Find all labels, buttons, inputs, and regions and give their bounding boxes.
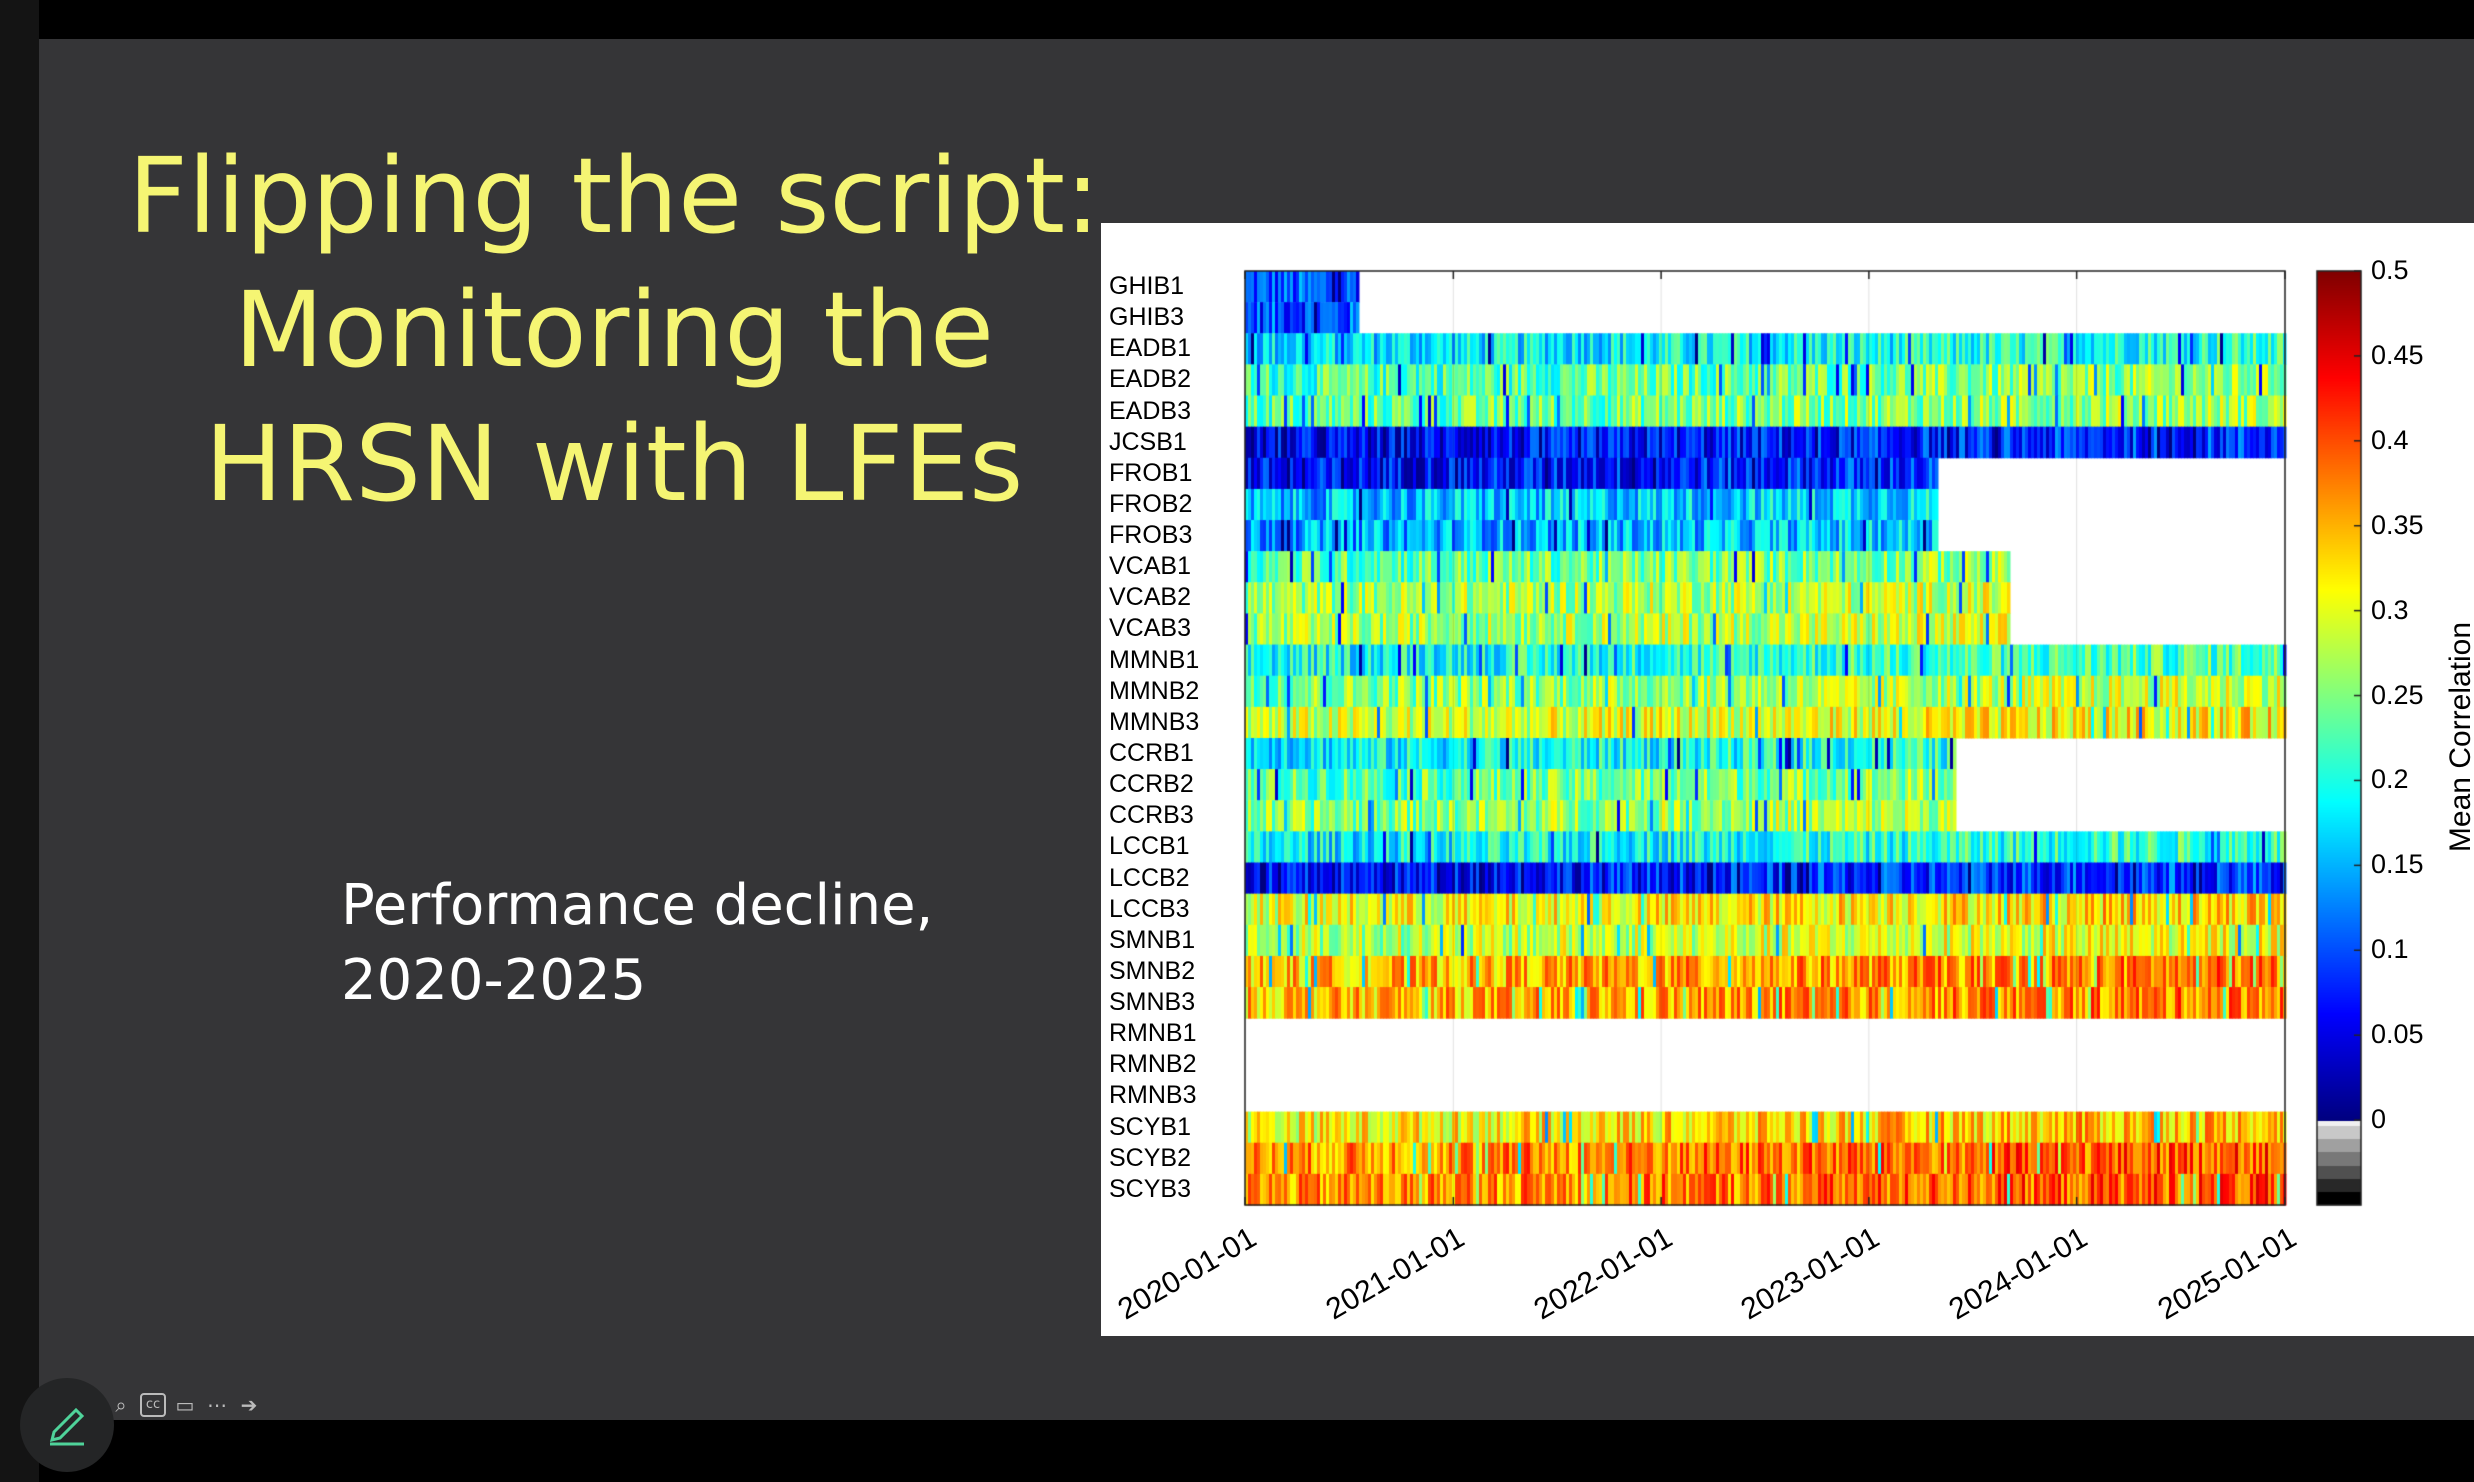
station-label: EADB3 [1109, 396, 1191, 425]
slide-title-line-2: Monitoring the [234, 269, 994, 391]
colorbar-tick: 0.45 [2371, 339, 2424, 370]
heatmap-canvas [1101, 223, 2474, 1336]
colorbar-tick: 0.5 [2371, 255, 2409, 285]
colorbar-tick: 0.1 [2371, 934, 2409, 965]
station-label: SCYB2 [1109, 1143, 1191, 1172]
station-label: EADB1 [1109, 334, 1191, 363]
station-label: GHIB3 [1109, 303, 1185, 332]
station-label: SCYB1 [1109, 1112, 1191, 1141]
station-label: SCYB3 [1109, 1174, 1191, 1203]
colorbar-label: Mean Correlation [2444, 621, 2474, 853]
station-label: SMNB1 [1109, 925, 1196, 954]
station-label: SMNB2 [1109, 956, 1196, 985]
station-label: VCAB1 [1109, 552, 1191, 581]
station-label: LCCB2 [1109, 863, 1190, 892]
station-label: CCRB3 [1109, 801, 1194, 830]
colorbar-tick: 0.3 [2371, 594, 2409, 625]
next-icon[interactable]: ➔ [240, 1393, 258, 1417]
station-label: FROB3 [1109, 521, 1193, 550]
presentation-toolbar: ⌕ cc ▭ ⋯ ➔ [108, 1390, 262, 1420]
colorbar-tick: 0.35 [2371, 509, 2424, 540]
station-label: CCRB2 [1109, 770, 1194, 799]
station-label: RMNB2 [1109, 1050, 1197, 1079]
colorbar-tick: 0 [2371, 1104, 2387, 1135]
station-label: VCAB2 [1109, 583, 1191, 612]
station-label: JCSB1 [1109, 427, 1187, 456]
colorbar-tick: 0.2 [2371, 764, 2409, 795]
station-label: SMNB3 [1109, 988, 1196, 1017]
station-label: FROB1 [1109, 458, 1193, 487]
station-label: LCCB1 [1109, 832, 1190, 861]
colorbar-tick: 0.05 [2371, 1019, 2424, 1050]
colorbar-tick: 0.15 [2371, 849, 2424, 880]
station-label: FROB2 [1109, 489, 1193, 518]
station-label: VCAB3 [1109, 614, 1191, 643]
slide-title-line-3: HRSN with LFEs [204, 403, 1024, 525]
pen-button[interactable] [20, 1378, 114, 1472]
station-label: MMNB1 [1109, 645, 1200, 674]
station-label: EADB2 [1109, 365, 1191, 394]
pen-icon [49, 1407, 85, 1446]
colorbar-tick: 0.25 [2371, 679, 2424, 710]
station-label: LCCB3 [1109, 894, 1190, 923]
station-label: GHIB1 [1109, 272, 1185, 300]
captions-icon[interactable]: cc [140, 1393, 166, 1417]
slide-title-line-1: Flipping the script: [127, 135, 1101, 257]
station-label: MMNB2 [1109, 676, 1200, 705]
correlation-figure: GHIB1 GHIB3 EADB1 EADB2 EADB3 JCSB1 FROB1 FROB2… [1101, 223, 2474, 1336]
station-label: RMNB3 [1109, 1081, 1197, 1110]
slide-subtitle-line-1: Performance decline, [341, 873, 934, 938]
station-label: CCRB1 [1109, 739, 1194, 767]
zoom-icon[interactable]: ⌕ [115, 1393, 127, 1417]
left-edge-bar [0, 0, 39, 1482]
slide-subtitle-line-2: 2020-2025 [341, 948, 647, 1013]
more-icon[interactable]: ⋯ [207, 1393, 227, 1417]
colorbar-tick: 0.4 [2371, 424, 2409, 455]
video-icon[interactable]: ▭ [175, 1393, 195, 1417]
station-label: MMNB3 [1109, 707, 1200, 736]
station-label: RMNB1 [1109, 1019, 1197, 1048]
